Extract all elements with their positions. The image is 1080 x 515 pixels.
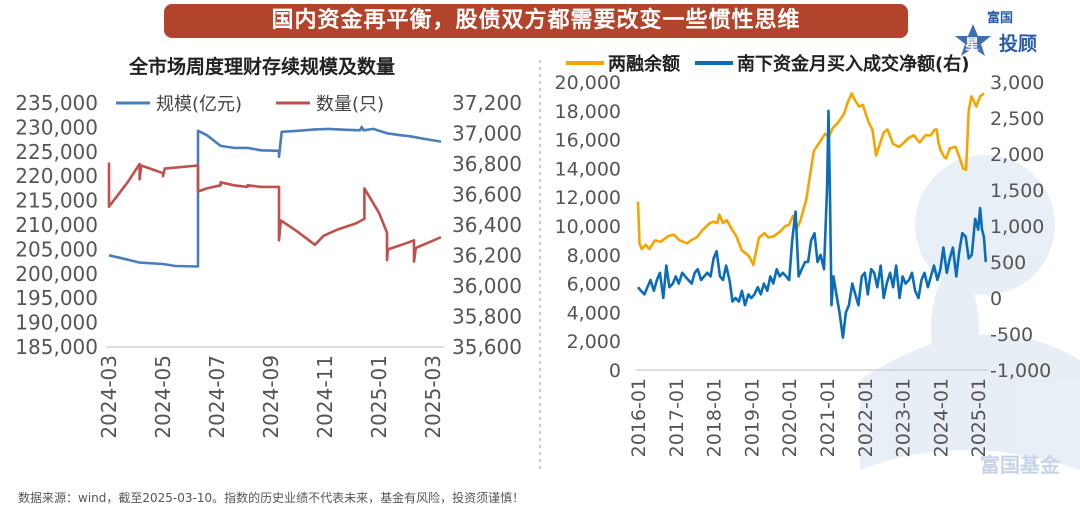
y-left-tick-label: 230,000 xyxy=(15,115,98,139)
y-left-tick-label: 10,000 xyxy=(555,216,621,238)
x-tick-label: 2023-01 xyxy=(893,378,915,457)
y-left-tick-label: 14,000 xyxy=(555,158,621,180)
x-tick-label: 2024-07 xyxy=(205,355,229,439)
logo-main-a: 星 xyxy=(965,37,979,53)
y-left-tick-label: 20,000 xyxy=(555,72,621,94)
x-tick-label: 2016-01 xyxy=(628,378,650,457)
y-right-tick-label: 36,800 xyxy=(452,152,522,176)
right-chart-right-axis: 3,000 2,500 2,000 1,500 1,000 500 0 -500 -1,000 xyxy=(990,72,1051,382)
y-right-tick-label: 37,000 xyxy=(452,122,522,146)
x-tick-label: 2020-01 xyxy=(779,378,801,457)
y-left-tick-label: 12,000 xyxy=(555,187,621,209)
right-chart-left-axis: 20,000 18,000 16,000 14,000 12,000 10,000 8,00… xyxy=(555,72,621,382)
series-line-0 xyxy=(636,92,985,267)
brand-logo: 富国 星 投顾 xyxy=(955,10,1037,56)
y-right-tick-label: 1,000 xyxy=(990,216,1044,238)
x-tick-label: 2025-01 xyxy=(968,378,990,457)
x-tick-label: 2021-01 xyxy=(817,378,839,457)
left-chart-right-axis: 37,200 37,000 36,800 36,600 36,400 36,200 36,0… xyxy=(452,91,522,359)
legend-label-margin: 两融余额 xyxy=(608,53,680,75)
y-right-tick-label: 1,500 xyxy=(990,180,1044,202)
y-left-tick-label: 8,000 xyxy=(567,245,621,267)
left-chart-title: 全市场周度理财存续规模及数量 xyxy=(128,55,395,78)
footer-note: 数据来源：wind，截至2025-03-10。指数的历史业绩不代表未来，基金有风… xyxy=(18,490,524,505)
banner-title: 国内资金再平衡，股债双方都需要改变一些惯性思维 xyxy=(164,4,908,38)
star-icon xyxy=(955,24,991,56)
series-line-1 xyxy=(107,162,442,263)
x-tick-label: 2019-01 xyxy=(741,378,763,457)
right-chart-series xyxy=(636,92,988,339)
left-chart-legend: 规模(亿元) 数量(只) xyxy=(116,94,384,115)
x-tick-label: 2024-01 xyxy=(930,378,952,457)
y-left-tick-label: 4,000 xyxy=(567,302,621,324)
logo-main-b: 投顾 xyxy=(999,32,1037,55)
right-chart-legend: 两融余额 南下资金月买入成交净额(右) xyxy=(566,53,969,75)
y-right-tick-label: 3,000 xyxy=(990,72,1044,94)
y-left-tick-label: 225,000 xyxy=(15,140,98,164)
right-chart-x-axis: 2016-01 2017-01 2018-01 2019-01 2020-01 2021-… xyxy=(628,378,990,457)
y-right-tick-label: 36,600 xyxy=(452,183,522,207)
watermark-decoration xyxy=(860,155,1080,470)
y-right-tick-label: 35,800 xyxy=(452,305,522,329)
x-tick-label: 2025-01 xyxy=(367,355,391,439)
y-left-tick-label: 6,000 xyxy=(567,274,621,296)
y-left-tick-label: 2,000 xyxy=(567,331,621,353)
y-left-tick-label: 16,000 xyxy=(555,130,621,152)
y-left-tick-label: 215,000 xyxy=(15,189,98,213)
x-tick-label: 2017-01 xyxy=(666,378,688,457)
x-tick-label: 2024-09 xyxy=(259,355,283,439)
y-left-tick-label: 205,000 xyxy=(15,237,98,261)
y-right-tick-label: 37,200 xyxy=(452,91,522,115)
watermark-text: 富国基金 xyxy=(980,453,1061,477)
left-chart-x-axis: 2024-03 2024-05 2024-07 2024-09 2024-11 2025-… xyxy=(97,355,445,439)
y-right-tick-label: 500 xyxy=(990,252,1026,274)
y-right-tick-label: 36,200 xyxy=(452,244,522,268)
y-left-tick-label: 18,000 xyxy=(555,101,621,123)
left-chart-series xyxy=(107,125,442,268)
y-right-tick-label: 2,000 xyxy=(990,144,1044,166)
x-tick-label: 2024-05 xyxy=(151,355,175,439)
legend-label-count: 数量(只) xyxy=(316,94,384,115)
y-right-tick-label: -1,000 xyxy=(990,360,1051,382)
y-right-tick-label: 35,600 xyxy=(452,335,522,359)
y-left-tick-label: 185,000 xyxy=(15,335,98,359)
x-tick-label: 2024-03 xyxy=(97,355,121,439)
y-right-tick-label: -500 xyxy=(990,324,1033,346)
y-left-tick-label: 210,000 xyxy=(15,213,98,237)
x-tick-label: 2025-03 xyxy=(421,355,445,439)
legend-label-scale: 规模(亿元) xyxy=(156,94,242,115)
y-left-tick-label: 220,000 xyxy=(15,164,98,188)
y-left-tick-label: 235,000 xyxy=(15,91,98,115)
y-left-tick-label: 195,000 xyxy=(15,286,98,310)
series-line-1 xyxy=(637,109,988,339)
y-right-tick-label: 36,000 xyxy=(452,274,522,298)
legend-label-southbound: 南下资金月买入成交净额(右) xyxy=(737,53,969,75)
y-right-tick-label: 36,400 xyxy=(452,213,522,237)
logo-top-text: 富国 xyxy=(987,10,1013,26)
left-chart-left-axis: 235,000230,000225,000220,000215,000210,0… xyxy=(15,91,98,359)
series-line-0 xyxy=(108,125,442,268)
y-left-tick-label: 190,000 xyxy=(15,311,98,335)
y-right-tick-label: 2,500 xyxy=(990,108,1044,130)
y-left-tick-label: 0 xyxy=(609,360,621,382)
x-tick-label: 2024-11 xyxy=(313,355,337,439)
y-right-tick-label: 0 xyxy=(990,288,1002,310)
x-tick-label: 2018-01 xyxy=(704,378,726,457)
y-left-tick-label: 200,000 xyxy=(15,262,98,286)
x-tick-label: 2022-01 xyxy=(855,378,877,457)
